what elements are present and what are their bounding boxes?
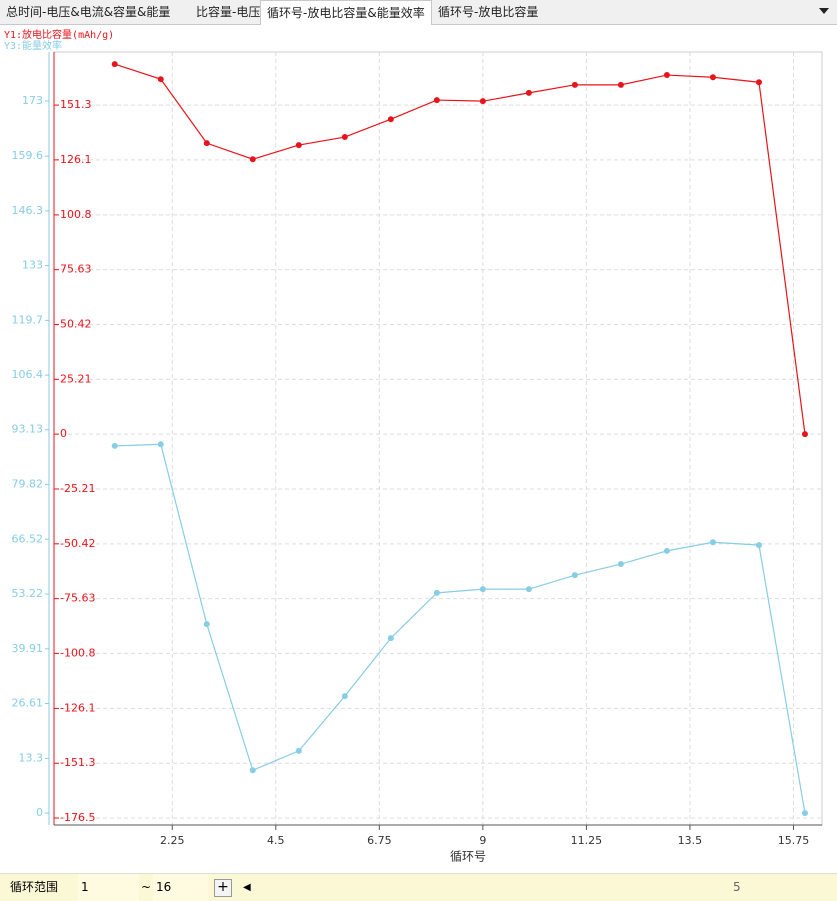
data-point xyxy=(801,431,808,438)
data-point xyxy=(479,98,486,105)
data-point xyxy=(479,586,486,593)
y2-tick-label: 146.3 xyxy=(12,204,44,217)
y-tick-label: 50.42 xyxy=(60,317,92,330)
x-tick-label: 9 xyxy=(479,834,486,847)
bottom-bar: 循环范围 1 ~ 16 + ◀ 5 xyxy=(0,873,837,901)
y2-tick-label: 93.13 xyxy=(12,423,44,436)
tab[interactable]: 比容量-电压 xyxy=(196,5,261,19)
y2-tick-label: 79.82 xyxy=(12,478,44,491)
data-point xyxy=(203,140,210,147)
data-point xyxy=(387,635,394,642)
data-point xyxy=(203,621,210,628)
y2-tick-label: 13.3 xyxy=(19,751,44,764)
range-to[interactable]: 16 xyxy=(153,874,208,901)
y-tick-label: 75.63 xyxy=(60,263,92,276)
y-tick-label: -50.42 xyxy=(60,537,95,550)
range-label: 循环范围 xyxy=(10,880,59,894)
data-point xyxy=(341,693,348,700)
y-tick-label: -151.3 xyxy=(60,756,95,769)
x-tick-label: 15.75 xyxy=(778,834,810,847)
data-point xyxy=(387,116,394,123)
y-tick-label: -25.21 xyxy=(60,482,95,495)
legend-entry: Y1:放电比容量(mAh/g) xyxy=(4,28,114,41)
data-point xyxy=(295,142,302,149)
scroll-left[interactable]: ◀ xyxy=(243,882,251,893)
x-tick-label: 6.75 xyxy=(367,834,392,847)
y2-tick-label: 133 xyxy=(22,259,43,272)
y-tick-label: 0 xyxy=(60,427,67,440)
data-point xyxy=(433,589,440,596)
y-tick-label: 126.1 xyxy=(60,153,92,166)
y-tick-label: -75.63 xyxy=(60,592,95,605)
y2-tick-label: 53.22 xyxy=(12,587,44,600)
y2-tick-label: 39.91 xyxy=(12,642,44,655)
data-point xyxy=(249,156,256,163)
y-tick-label: 100.8 xyxy=(60,208,92,221)
data-point xyxy=(617,561,624,568)
y-tick-label: -100.8 xyxy=(60,646,95,659)
tab-active[interactable]: 循环号-放电比容量&能量效率 xyxy=(260,0,432,25)
x-tick-label: 13.5 xyxy=(678,834,703,847)
data-point xyxy=(433,97,440,104)
data-point xyxy=(525,586,532,593)
data-point xyxy=(709,74,716,81)
chart: -176.5 -151.3 -126.1 -100.8 -75.63 -50.42 -25.… xyxy=(4,28,823,864)
data-point xyxy=(663,547,670,554)
range-separator: ~ xyxy=(141,880,152,894)
y2-tick-label: 66.52 xyxy=(12,532,44,545)
range-from[interactable]: 1 xyxy=(78,874,139,901)
data-point xyxy=(111,61,118,68)
y2-tick-label: 173 xyxy=(22,94,43,107)
data-point xyxy=(249,767,256,774)
data-point xyxy=(571,572,578,579)
x-tick-label: 2.25 xyxy=(160,834,185,847)
tab[interactable]: 循环号-放电比容量 xyxy=(438,5,539,19)
y2-tick-label: 119.7 xyxy=(12,313,44,326)
dropdown-arrow[interactable] xyxy=(819,8,829,14)
y2-tick-label: 0 xyxy=(36,806,43,819)
data-point xyxy=(801,810,808,817)
y2-tick-label: 159.6 xyxy=(12,149,44,162)
series-line xyxy=(114,443,806,814)
data-point xyxy=(709,539,716,546)
data-point xyxy=(341,134,348,141)
x-axis-label: 循环号 xyxy=(450,850,486,864)
tab[interactable]: 总时间-电压&电流&容量&能量 xyxy=(6,5,171,19)
data-point xyxy=(525,89,532,96)
data-point xyxy=(663,72,670,79)
y-tick-label: -126.1 xyxy=(60,701,95,714)
x-tick-label: 4.5 xyxy=(267,834,285,847)
y-tick-label: 151.3 xyxy=(60,98,92,111)
data-point xyxy=(755,542,762,549)
legend-entry: Y3:能量效率 xyxy=(4,39,62,52)
x-tick-label: 11.25 xyxy=(571,834,603,847)
data-point xyxy=(755,79,762,86)
add-button[interactable]: + xyxy=(214,879,232,897)
status: 5 xyxy=(733,880,741,894)
y-tick-label: -176.5 xyxy=(60,811,95,824)
series-line xyxy=(114,63,806,435)
plot-border xyxy=(53,51,823,826)
y2-tick-label: 106.4 xyxy=(12,368,44,381)
data-point xyxy=(157,76,164,83)
data-point xyxy=(111,442,118,449)
data-point xyxy=(571,81,578,88)
data-point xyxy=(617,81,624,88)
y-tick-label: 25.21 xyxy=(60,372,92,385)
y2-tick-label: 26.61 xyxy=(12,697,44,710)
data-point xyxy=(295,747,302,754)
tab-bar: 总时间-电压&电流&容量&能量 比容量-电压 循环号-放电比容量&能量效率 循环… xyxy=(0,0,837,25)
data-point xyxy=(157,441,164,448)
